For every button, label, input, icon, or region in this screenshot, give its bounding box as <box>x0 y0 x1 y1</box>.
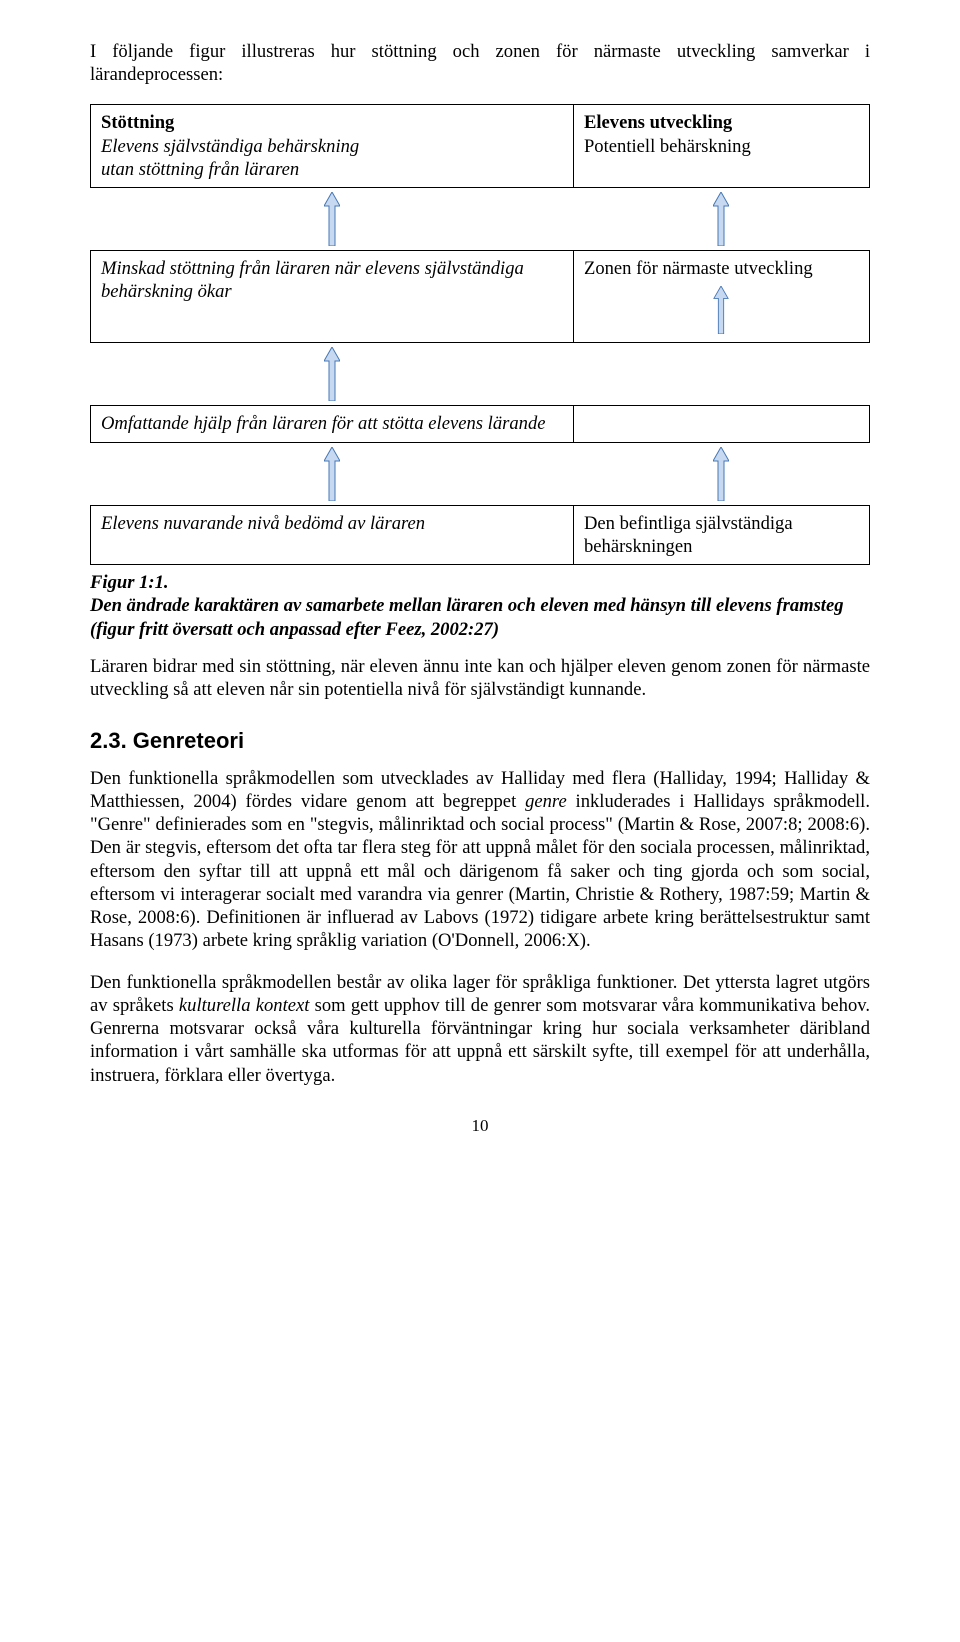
r1-right-l1: Elevens utveckling <box>584 111 859 134</box>
figure-caption-block: Figur 1:1. Den ändrade karaktären av sam… <box>90 571 870 641</box>
r2-right-text: Zonen för närmaste utveckling <box>584 257 859 280</box>
figure-label: Figur 1:1. <box>90 572 169 593</box>
r3-right-cell <box>573 406 869 442</box>
para4-em1: kulturella kontext <box>179 995 310 1016</box>
r1-left-l2: Elevens självständiga behärskning <box>101 135 563 158</box>
page-number: 10 <box>90 1115 870 1136</box>
genre-paragraph-1: Den funktionella språkmodellen som utvec… <box>90 767 870 953</box>
up-arrow-icon <box>713 192 729 246</box>
up-arrow-icon <box>324 192 340 246</box>
intro-paragraph: I följande figur illustreras hur stöttni… <box>90 40 870 86</box>
para3-em1: genre <box>525 791 567 812</box>
r4-left-cell: Elevens nuvarande nivå bedömd av läraren <box>91 505 574 564</box>
after-figure-paragraph: Läraren bidrar med sin stöttning, när el… <box>90 655 870 701</box>
up-arrow-icon <box>324 347 340 401</box>
up-arrow-icon <box>713 286 729 334</box>
scaffolding-diagram-table: Stöttning Elevens självständiga behärskn… <box>90 104 870 565</box>
r2-right-cell: Zonen för närmaste utveckling <box>573 251 869 343</box>
r1-left-cell: Stöttning Elevens självständiga behärskn… <box>91 105 574 188</box>
r1-left-l3: utan stöttning från läraren <box>101 158 563 181</box>
r1-right-cell: Elevens utveckling Potentiell behärsknin… <box>573 105 869 188</box>
genre-paragraph-2: Den funktionella språkmodellen består av… <box>90 971 870 1087</box>
r1-right-l2: Potentiell behärskning <box>584 135 859 158</box>
up-arrow-icon <box>713 447 729 501</box>
r1-left-l1: Stöttning <box>101 111 563 134</box>
r2-left-cell: Minskad stöttning från läraren när eleve… <box>91 251 574 343</box>
r4-right-cell: Den befintliga självständiga behärskning… <box>573 505 869 564</box>
up-arrow-icon <box>324 447 340 501</box>
section-heading: 2.3. Genreteori <box>90 727 870 755</box>
figure-caption: Den ändrade karaktären av samarbete mell… <box>90 595 844 639</box>
r3-left-cell: Omfattande hjälp från läraren för att st… <box>91 406 574 442</box>
para3-text-b: inkluderades i Hallidays språkmodell. "G… <box>90 791 870 951</box>
